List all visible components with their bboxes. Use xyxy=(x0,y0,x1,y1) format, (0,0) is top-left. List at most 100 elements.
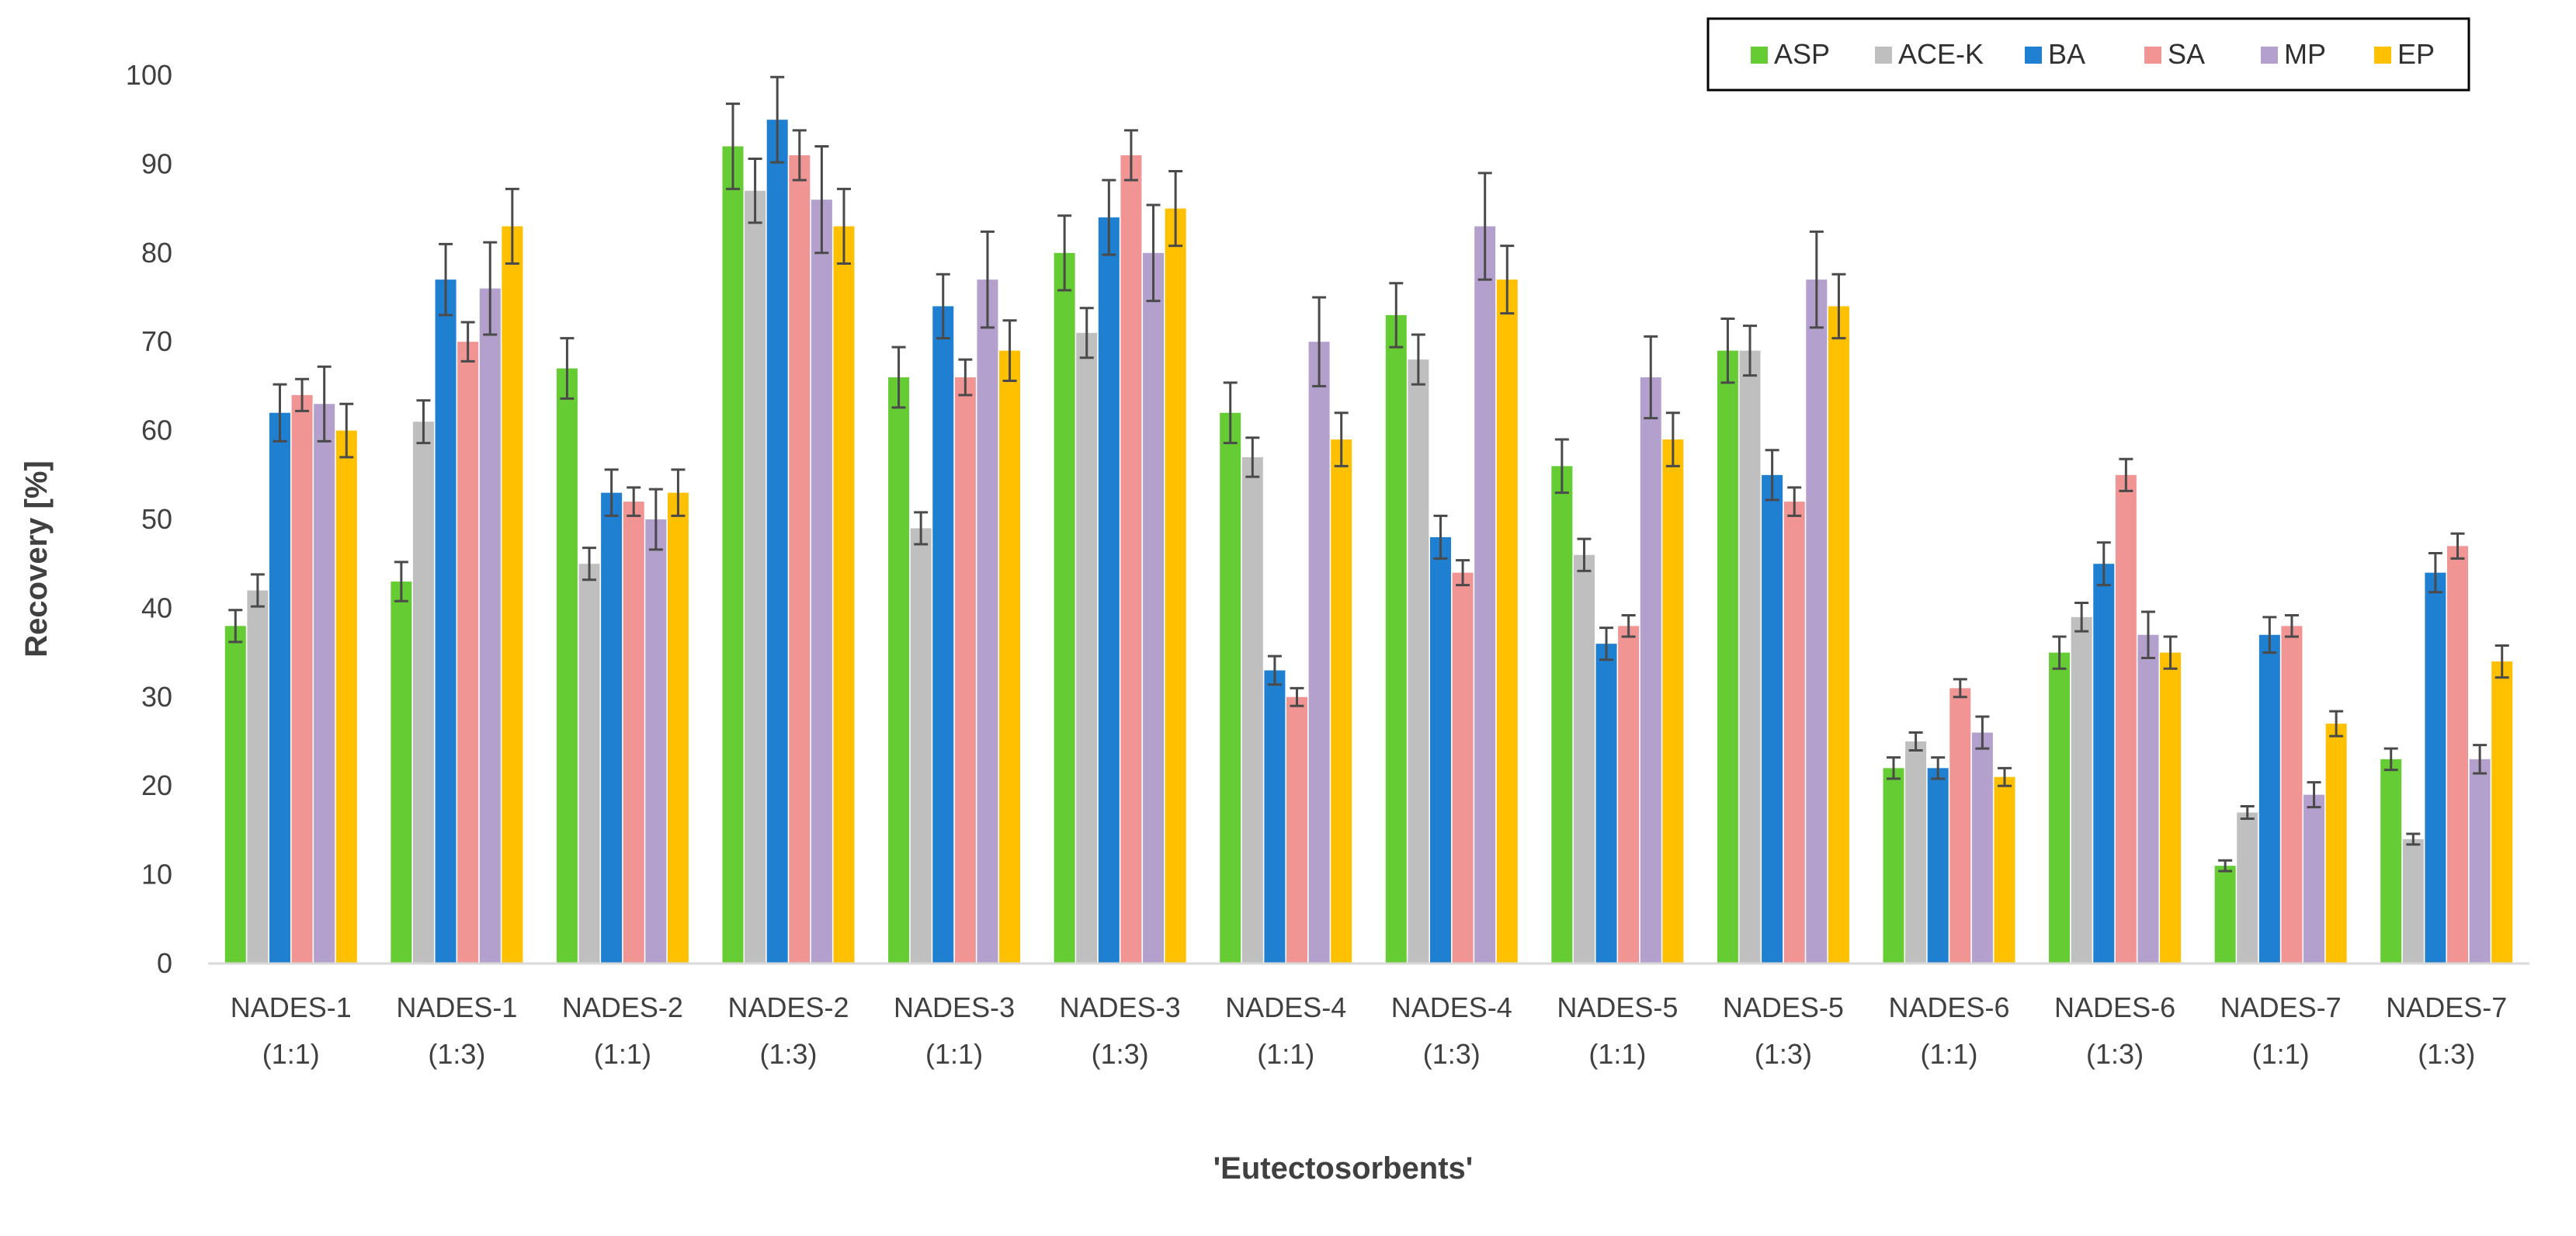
error-bar-mp-12 xyxy=(2307,781,2321,809)
error-bar-ep-7 xyxy=(1500,245,1515,315)
x-tick-label-line1: NADES-2 xyxy=(727,991,849,1023)
bar-ace-k-7 xyxy=(1408,359,1429,964)
bar-ba-13 xyxy=(2425,572,2446,963)
x-tick-label-line1: NADES-1 xyxy=(231,991,352,1023)
error-bar-ace-k-13 xyxy=(2406,832,2421,846)
error-bar-ep-4 xyxy=(1002,319,1017,383)
bar-asp-5 xyxy=(1054,252,1075,963)
error-bar-ace-k-6 xyxy=(1245,436,1260,478)
bar-mp-4 xyxy=(977,279,998,963)
bar-ace-k-6 xyxy=(1241,457,1263,963)
error-bar-mp-1 xyxy=(483,241,498,336)
error-bar-sa-4 xyxy=(958,358,973,397)
error-bar-ace-k-7 xyxy=(1411,333,1425,386)
bar-ep-13 xyxy=(2491,661,2513,963)
bar-ace-k-12 xyxy=(2237,812,2258,963)
bar-sa-9 xyxy=(1783,502,1805,963)
error-bar-ba-11 xyxy=(2096,541,2111,587)
error-bar-mp-0 xyxy=(317,365,332,443)
x-tick-label-line2: (1:1) xyxy=(1920,1038,1977,1070)
bar-ba-1 xyxy=(435,279,457,963)
x-tick-label: NADES-6 (1:1) xyxy=(1888,991,2009,1070)
bar-asp-7 xyxy=(1385,314,1407,963)
x-tick-label-line1: NADES-6 xyxy=(2054,991,2175,1023)
error-bar-ace-k-11 xyxy=(2074,602,2089,633)
bar-ep-1 xyxy=(502,226,523,964)
bar-sa-5 xyxy=(1120,154,1142,964)
x-tick-label: NADES-5 (1:3) xyxy=(1723,991,1844,1070)
legend-label-ace-k: ACE-K xyxy=(1898,38,1984,70)
x-tick-label-line1: NADES-4 xyxy=(1391,991,1512,1023)
bar-ep-2 xyxy=(667,492,689,963)
x-tick-label: NADES-7 (1:3) xyxy=(2386,991,2507,1070)
bar-ba-7 xyxy=(1429,536,1451,963)
bar-asp-4 xyxy=(888,377,910,964)
error-bar-mp-9 xyxy=(1809,230,1824,329)
error-bar-sa-13 xyxy=(2450,532,2465,560)
bar-ep-8 xyxy=(1662,439,1684,963)
bar-ep-5 xyxy=(1165,208,1186,964)
bar-mp-7 xyxy=(1474,226,1496,964)
error-bar-ba-13 xyxy=(2428,551,2442,594)
error-bar-sa-0 xyxy=(295,377,310,412)
error-bar-sa-2 xyxy=(627,486,641,517)
y-tick-label: 60 xyxy=(141,415,172,446)
x-tick-label-line2: (1:3) xyxy=(1423,1038,1481,1070)
error-bar-ba-12 xyxy=(2262,616,2277,654)
bar-sa-13 xyxy=(2447,546,2469,963)
error-bar-ba-5 xyxy=(1102,179,1116,256)
error-bar-ace-k-0 xyxy=(250,573,265,608)
x-tick-label: NADES-6 (1:3) xyxy=(2054,991,2175,1070)
y-tick-label: 0 xyxy=(157,947,172,979)
bar-ba-10 xyxy=(1927,768,1949,963)
bar-ace-k-9 xyxy=(1739,350,1761,963)
y-tick-label: 10 xyxy=(141,859,172,891)
y-tick-label: 30 xyxy=(141,681,172,713)
y-tick-label: 90 xyxy=(141,148,172,179)
bar-ba-4 xyxy=(932,306,954,963)
error-bar-sa-11 xyxy=(2119,457,2133,492)
legend-swatch-sa xyxy=(2144,47,2161,64)
x-tick-label-line2: (1:1) xyxy=(262,1038,320,1070)
bar-ba-3 xyxy=(766,120,788,964)
bar-sa-6 xyxy=(1286,696,1308,963)
y-axis-title: Recovery [%] xyxy=(19,460,54,657)
error-bar-mp-8 xyxy=(1644,335,1658,420)
error-bar-ep-2 xyxy=(671,468,686,517)
error-bar-mp-10 xyxy=(1975,715,1990,750)
x-tick-label-line1: NADES-3 xyxy=(894,991,1015,1023)
bar-sa-10 xyxy=(1949,688,1971,963)
bar-asp-1 xyxy=(391,582,412,963)
legend-label-mp: MP xyxy=(2284,38,2326,70)
x-tick-label-line1: NADES-7 xyxy=(2220,991,2342,1023)
error-bar-ba-6 xyxy=(1267,654,1282,686)
bar-asp-11 xyxy=(2049,652,2071,963)
bar-ace-k-11 xyxy=(2071,616,2092,963)
error-bar-asp-8 xyxy=(1554,438,1569,495)
bar-ep-7 xyxy=(1496,279,1518,963)
legend-label-asp: ASP xyxy=(1774,38,1830,70)
error-bar-ace-k-9 xyxy=(1743,325,1758,377)
x-tick-label-line2: (1:1) xyxy=(2252,1038,2310,1070)
bar-ba-0 xyxy=(269,412,290,963)
bar-ep-4 xyxy=(999,350,1021,963)
error-bar-ep-13 xyxy=(2494,644,2509,679)
x-tick-label-line1: NADES-2 xyxy=(562,991,683,1023)
x-tick-label: NADES-5 (1:1) xyxy=(1557,991,1678,1070)
x-tick-label: NADES-3 (1:1) xyxy=(894,991,1015,1070)
legend-swatch-ep xyxy=(2374,47,2391,64)
bar-ba-11 xyxy=(2093,564,2115,963)
x-tick-label: NADES-3 (1:3) xyxy=(1060,991,1181,1070)
x-tick-label: NADES-2 (1:1) xyxy=(562,991,683,1070)
bar-mp-3 xyxy=(811,200,832,963)
bar-ace-k-2 xyxy=(578,564,600,963)
error-bar-ba-2 xyxy=(604,468,619,517)
error-bar-asp-0 xyxy=(228,609,243,644)
bar-asp-10 xyxy=(1883,768,1904,963)
error-bars-layer xyxy=(228,75,2509,873)
error-bar-ep-5 xyxy=(1168,170,1183,248)
error-bar-mp-7 xyxy=(1477,172,1492,281)
error-bar-ep-8 xyxy=(1665,411,1680,467)
error-bar-mp-2 xyxy=(648,488,663,551)
bar-sa-4 xyxy=(954,377,976,964)
